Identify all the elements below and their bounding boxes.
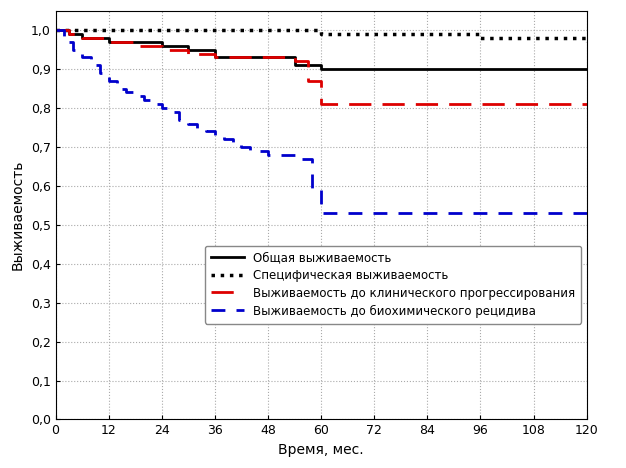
Выживаемость до биохимического рецидива: [96, 62, 103, 68]
Legend: Общая выживаемость, Специфическая выживаемость, Выживаемость до клинического про: Общая выживаемость, Специфическая выжива…: [205, 246, 582, 324]
Выживаемость до клинического прогрессирования: [264, 55, 272, 60]
Общая выживаемость: [211, 47, 218, 52]
Выживаемость до клинического прогрессирования: [158, 47, 165, 52]
Общая выживаемость: [65, 28, 73, 33]
Общая выживаемость: [211, 55, 218, 60]
Специфическая выживаемость: [52, 28, 59, 33]
Выживаемость до клинического прогрессирования: [211, 55, 218, 60]
Общая выживаемость: [185, 43, 192, 49]
Выживаемость до клинического прогрессирования: [211, 51, 218, 56]
Общая выживаемость: [78, 31, 86, 37]
Выживаемость до клинического прогрессирования: [65, 28, 73, 33]
Выживаемость до клинического прогрессирования: [317, 102, 325, 107]
Общая выживаемость: [317, 66, 325, 72]
Выживаемость до клинического прогрессирования: [304, 78, 312, 84]
Выживаемость до клинического прогрессирования: [583, 102, 590, 107]
Специфическая выживаемость: [477, 31, 485, 37]
Специфическая выживаемость: [317, 28, 325, 33]
Общая выживаемость: [65, 31, 73, 37]
Выживаемость до биохимического рецидива: [238, 144, 245, 150]
Выживаемость до клинического прогрессирования: [65, 31, 73, 37]
Выживаемость до клинического прогрессирования: [583, 102, 590, 107]
Выживаемость до клинического прогрессирования: [264, 55, 272, 60]
Выживаемость до клинического прогрессирования: [317, 78, 325, 84]
Общая выживаемость: [105, 39, 113, 44]
Y-axis label: Выживаемость: Выживаемость: [11, 160, 25, 271]
Выживаемость до клинического прогрессирования: [105, 39, 113, 44]
Выживаемость до клинического прогрессирования: [78, 31, 86, 37]
Общая выживаемость: [105, 35, 113, 41]
Выживаемость до биохимического рецидива: [52, 28, 59, 33]
Выживаемость до биохимического рецидива: [583, 214, 590, 220]
Общая выживаемость: [583, 66, 590, 72]
Общая выживаемость: [291, 55, 299, 60]
Общая выживаемость: [78, 35, 86, 41]
Выживаемость до клинического прогрессирования: [131, 39, 139, 44]
Выживаемость до клинического прогрессирования: [185, 51, 192, 56]
Специфическая выживаемость: [477, 35, 485, 41]
Выживаемость до биохимического рецидива: [61, 39, 68, 44]
Общая выживаемость: [583, 66, 590, 72]
Выживаемость до биохимического рецидива: [185, 121, 192, 126]
Специфическая выживаемость: [317, 31, 325, 37]
Выживаемость до биохимического рецидива: [78, 55, 86, 60]
Line: Специфическая выживаемость: Специфическая выживаемость: [56, 30, 587, 42]
Выживаемость до клинического прогрессирования: [185, 47, 192, 52]
Общая выживаемость: [291, 62, 299, 68]
Выживаемость до клинического прогрессирования: [78, 35, 86, 41]
Выживаемость до биохимического рецидива: [123, 86, 130, 91]
Line: Общая выживаемость: Общая выживаемость: [56, 30, 587, 69]
Выживаемость до клинического прогрессирования: [105, 35, 113, 41]
Выживаемость до клинического прогрессирования: [131, 43, 139, 49]
Общая выживаемость: [52, 28, 59, 33]
Общая выживаемость: [185, 47, 192, 52]
Выживаемость до клинического прогрессирования: [291, 55, 299, 60]
X-axis label: Время, мес.: Время, мес.: [279, 443, 364, 457]
Выживаемость до клинического прогрессирования: [52, 28, 59, 33]
Line: Выживаемость до биохимического рецидива: Выживаемость до биохимического рецидива: [56, 30, 587, 217]
Специфическая выживаемость: [583, 35, 590, 41]
Общая выживаемость: [158, 43, 165, 49]
Выживаемость до клинического прогрессирования: [291, 58, 299, 64]
Общая выживаемость: [317, 62, 325, 68]
Общая выживаемость: [158, 39, 165, 44]
Выживаемость до клинического прогрессирования: [304, 58, 312, 64]
Line: Выживаемость до клинического прогрессирования: Выживаемость до клинического прогрессиро…: [56, 30, 587, 104]
Специфическая выживаемость: [583, 39, 590, 44]
Выживаемость до клинического прогрессирования: [158, 43, 165, 49]
